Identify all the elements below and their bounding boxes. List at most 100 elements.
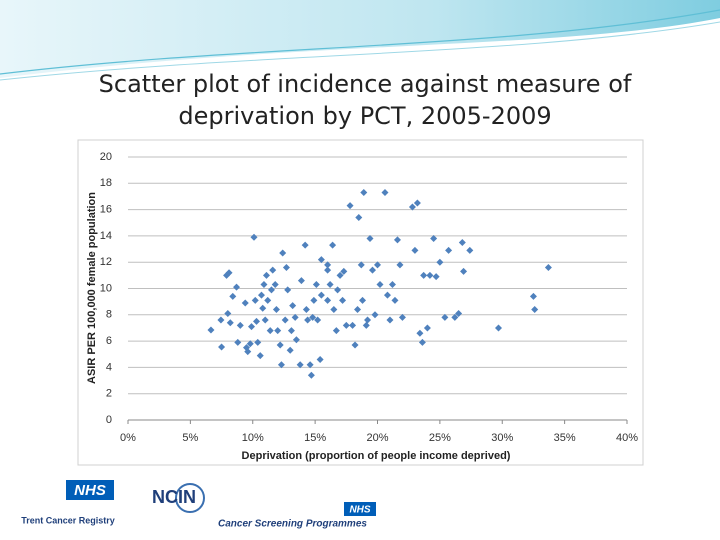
x-tick-label: 35% <box>554 432 576 444</box>
data-point <box>304 316 312 324</box>
data-point <box>257 291 265 299</box>
y-tick-label: 16 <box>100 204 112 216</box>
data-point <box>218 343 226 351</box>
data-point <box>229 292 237 300</box>
data-point <box>297 277 305 285</box>
data-point <box>250 233 258 241</box>
data-point <box>224 309 232 317</box>
data-point <box>233 283 241 291</box>
data-point <box>324 261 332 269</box>
data-point <box>324 296 332 304</box>
data-point <box>411 246 419 254</box>
data-point <box>236 321 244 329</box>
data-point <box>317 256 325 264</box>
data-point <box>371 311 379 319</box>
data-point <box>256 352 264 360</box>
y-tick-label: 2 <box>106 388 112 400</box>
data-point <box>274 327 282 335</box>
data-point <box>334 286 342 294</box>
data-point <box>279 249 287 257</box>
logo-text: NHS <box>349 505 370 516</box>
nhs-logo-box <box>344 502 376 516</box>
data-point <box>207 326 215 334</box>
data-point <box>310 296 318 304</box>
data-point <box>426 271 434 279</box>
data-point <box>366 235 374 243</box>
data-point <box>369 266 377 274</box>
data-point <box>277 361 285 369</box>
data-point <box>436 258 444 266</box>
y-tick-label: 8 <box>106 309 112 321</box>
logo-text: NCIN <box>152 487 196 507</box>
data-point <box>432 273 440 281</box>
data-point <box>466 246 474 254</box>
data-point <box>314 316 322 324</box>
data-point <box>381 189 389 197</box>
data-point <box>451 313 459 321</box>
data-point <box>531 306 539 314</box>
x-tick-label: 5% <box>182 432 198 444</box>
data-point <box>317 291 325 299</box>
x-tick-label: 15% <box>304 432 326 444</box>
data-point <box>374 261 381 269</box>
x-tick-label: 0% <box>120 432 136 444</box>
y-tick-label: 18 <box>100 177 112 189</box>
data-point <box>284 286 292 294</box>
data-point <box>383 291 391 299</box>
data-point <box>396 261 404 269</box>
ncin-logo-mark <box>175 483 205 513</box>
data-point <box>364 316 372 324</box>
x-axis-label: Deprivation (proportion of people income… <box>242 450 511 462</box>
data-point <box>234 338 242 346</box>
data-point <box>408 203 416 211</box>
data-point <box>260 281 268 289</box>
logo-text: NHS <box>74 482 106 499</box>
data-point <box>423 324 431 332</box>
data-point <box>276 341 284 349</box>
data-point <box>259 304 267 312</box>
data-point <box>340 267 348 275</box>
header-wave <box>0 0 720 78</box>
data-point <box>307 371 315 379</box>
data-point <box>359 296 367 304</box>
data-point <box>354 306 362 314</box>
data-point <box>376 281 384 289</box>
data-point <box>391 296 399 304</box>
data-point <box>330 306 338 314</box>
data-point <box>269 266 277 274</box>
data-point <box>286 346 294 354</box>
y-tick-label: 20 <box>100 151 112 163</box>
data-point <box>362 321 370 329</box>
data-point <box>393 236 401 244</box>
slide-title: Scatter plot of incidence against measur… <box>98 70 632 130</box>
x-tick-label: 10% <box>242 432 264 444</box>
data-point <box>296 361 304 369</box>
wave-line <box>0 9 720 75</box>
data-point <box>264 296 272 304</box>
data-point <box>289 302 297 310</box>
data-point <box>458 238 466 246</box>
data-point <box>316 356 324 364</box>
data-point <box>386 316 394 324</box>
data-point <box>246 340 254 348</box>
data-point <box>544 263 552 271</box>
y-tick-label: 4 <box>106 361 112 373</box>
data-point <box>349 321 357 329</box>
x-tick-label: 40% <box>616 432 638 444</box>
data-point <box>225 269 233 277</box>
data-point <box>252 317 260 325</box>
x-tick-label: 30% <box>491 432 513 444</box>
data-point <box>342 321 350 329</box>
data-point <box>287 327 295 335</box>
data-point <box>360 189 368 197</box>
logo-text: Cancer Screening Programmes <box>218 519 367 530</box>
y-axis-label: ASIR PER 100,000 female population <box>86 192 98 384</box>
data-point <box>336 271 344 279</box>
data-point <box>261 316 269 324</box>
data-point <box>312 281 320 289</box>
wave-line <box>0 21 720 81</box>
data-point <box>413 199 421 207</box>
